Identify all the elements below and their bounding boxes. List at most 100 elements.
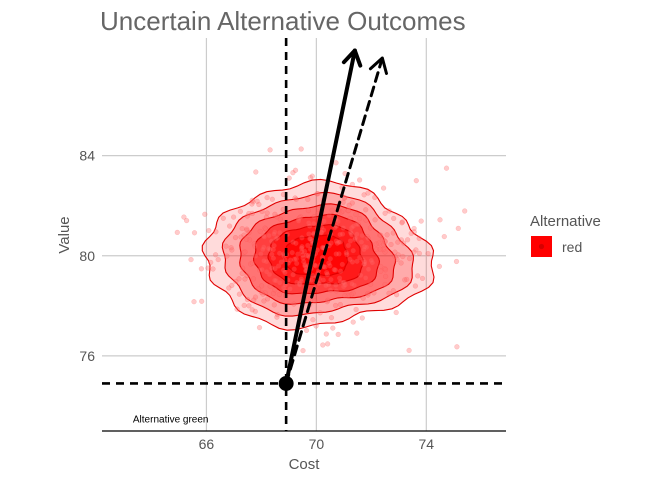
scatter-point (289, 250, 295, 256)
scatter-point (241, 302, 247, 309)
scatter-point (382, 239, 389, 245)
scatter-point (210, 266, 216, 272)
scatter-point (252, 308, 258, 315)
scatter-point (306, 231, 312, 237)
scatter-point (365, 290, 371, 297)
scatter-point (286, 175, 292, 181)
scatter-point (224, 253, 230, 259)
scatter-point (350, 319, 356, 325)
scatter-point (250, 199, 256, 205)
scatter-point (390, 230, 396, 236)
scatter-point (249, 197, 255, 203)
scatter-point (267, 283, 273, 289)
scatter-point (330, 325, 336, 331)
scatter-point (267, 246, 273, 253)
scatter-point (365, 266, 372, 272)
scatter-point (249, 260, 256, 266)
scatter-point (226, 223, 233, 229)
scatter-point (212, 252, 219, 258)
scatter-point (354, 258, 360, 264)
scatter-point (322, 264, 328, 270)
scatter-point (395, 252, 401, 258)
scatter-point (380, 185, 387, 191)
scatter-point (257, 228, 263, 235)
scatter-point (305, 296, 312, 302)
axes: 66 70 74 76 80 84 (79, 148, 506, 452)
scatter-point (249, 210, 256, 217)
scatter-point (377, 268, 384, 274)
scatter-point (249, 201, 255, 207)
scatter-point (393, 309, 399, 316)
scatter-point (377, 246, 383, 252)
y-tick-label: 76 (79, 348, 95, 364)
scatter-point (258, 283, 265, 289)
scatter-point (380, 246, 386, 253)
scatter-point (282, 269, 288, 276)
scatter-point (256, 324, 263, 331)
scatter-point (272, 211, 278, 217)
scatter-point (270, 290, 277, 297)
scatter-point (295, 216, 302, 222)
scatter-point (310, 317, 316, 323)
scatter-point (373, 241, 379, 247)
scatter-point (317, 310, 323, 316)
scatter-point (243, 236, 250, 242)
scatter-point (341, 195, 348, 201)
scatter-point (302, 263, 308, 269)
scatter-point (356, 177, 363, 183)
scatter-point (292, 195, 298, 201)
scatter-point (329, 207, 335, 213)
scatter-point (262, 290, 268, 296)
scatter-point (259, 289, 265, 296)
scatter-point (436, 263, 443, 270)
scatter-point (363, 244, 370, 250)
scatter-point (336, 275, 343, 281)
scatter-point (361, 261, 368, 267)
scatter-point (324, 299, 330, 305)
scatter-point (323, 331, 329, 337)
scatter-point (298, 276, 304, 282)
scatter-point (353, 211, 359, 218)
scatter-point (274, 311, 281, 318)
scatter-point (199, 298, 205, 304)
scatter-point (293, 240, 299, 246)
scatter-point (354, 330, 360, 336)
scatter-point (296, 215, 303, 221)
scatter-point (340, 284, 347, 290)
scatter-point (298, 245, 305, 251)
scatter-point (380, 236, 386, 242)
scatter-point (359, 315, 365, 321)
scatter-point (272, 277, 278, 284)
scatter-point (382, 238, 388, 244)
y-tick-label: 80 (79, 248, 95, 264)
scatter-point (382, 249, 388, 255)
scatter-point (363, 217, 369, 223)
scatter-point (246, 237, 253, 243)
scatter-point (280, 267, 287, 273)
scatter-point (363, 207, 369, 213)
scatter-point (274, 235, 281, 241)
scatter-point (361, 244, 368, 250)
scatter-point (347, 229, 354, 235)
scatter-point (324, 341, 331, 347)
scatter-point (382, 273, 389, 280)
scatter-point (395, 239, 401, 245)
scatter-point (230, 214, 237, 220)
scatter-point (303, 252, 310, 258)
scatter-point (437, 217, 443, 223)
scatter-point (345, 293, 351, 299)
scatter-point (295, 218, 302, 224)
arrow-dashed (284, 56, 384, 385)
scatter-point (357, 254, 363, 261)
scatter-point (277, 216, 284, 222)
scatter-point (181, 214, 187, 220)
scatter-point (320, 277, 326, 283)
scatter-point (413, 178, 419, 184)
scatter-point (278, 259, 284, 265)
y-tick-label: 84 (79, 148, 95, 164)
scatter-point (306, 220, 312, 226)
scatter-point (367, 225, 374, 231)
scatter-point (274, 214, 280, 220)
scatter-point (272, 229, 278, 235)
